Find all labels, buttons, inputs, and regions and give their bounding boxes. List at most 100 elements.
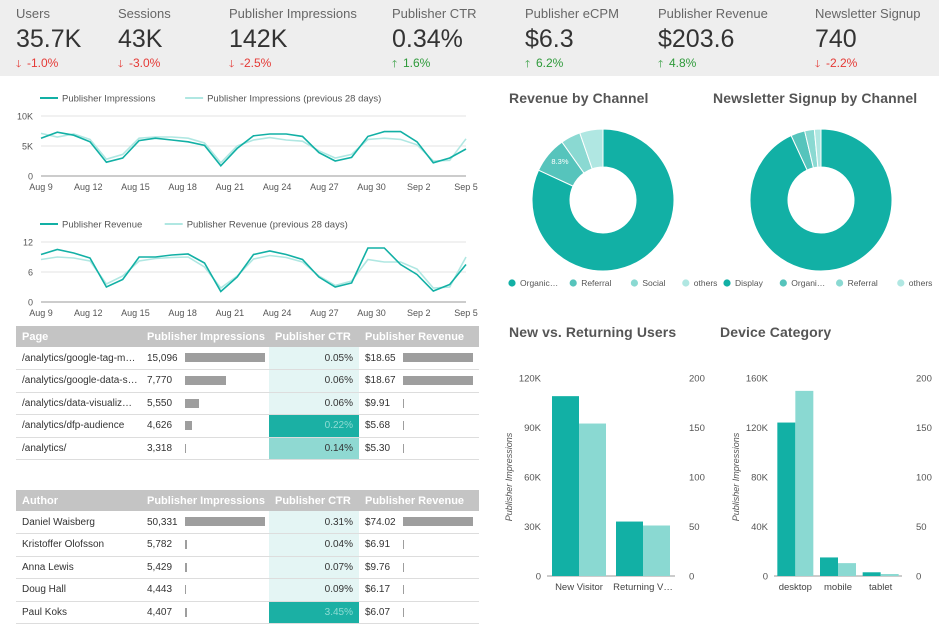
row-name[interactable]: /analytics/dfp-audience — [16, 414, 141, 438]
column-header-page[interactable]: Page — [16, 326, 141, 347]
pie-slice[interactable] — [531, 128, 675, 272]
legend-item[interactable]: Publisher Impressions (previous 28 days) — [185, 94, 381, 105]
legend-label: Publisher Impressions — [62, 94, 156, 105]
legend-item[interactable]: Organi… — [779, 278, 826, 288]
kpi-delta-text: 6.2% — [536, 56, 564, 70]
row-name[interactable]: Daniel Waisberg — [16, 511, 141, 534]
kpi-publisher-ctr[interactable]: Publisher CTR 0.34% 🡑 1.6% — [392, 6, 522, 74]
kpi-publisher-revenue[interactable]: Publisher Revenue $203.6 🡑 4.8% — [658, 6, 808, 74]
authors-table: Author Publisher Impressions▼ Publisher … — [16, 490, 479, 624]
bar-secondary[interactable] — [838, 563, 856, 576]
table-row[interactable]: /analytics/google-data-s… 7,770 0.06% $18.6… — [16, 369, 479, 393]
bar-primary[interactable] — [862, 572, 881, 576]
column-header-revenue[interactable]: Publisher Revenue — [359, 326, 479, 347]
pages-table: Page Publisher Impressions▼ Publisher CT… — [16, 326, 479, 460]
legend-item[interactable]: others — [897, 278, 932, 288]
series-line-1[interactable] — [40, 132, 467, 164]
legend-item[interactable]: Publisher Impressions — [40, 94, 156, 105]
table-row[interactable]: /analytics/3,318 0.14% $5.30 — [16, 437, 479, 460]
table-row[interactable]: Daniel Waisberg 50,331 0.31% $74.02 — [16, 511, 479, 534]
column-header-impressions[interactable]: Publisher Impressions▼ — [141, 490, 269, 511]
row-name[interactable]: Doug Hall — [16, 578, 141, 602]
impressions-bar — [185, 517, 265, 527]
column-header-author[interactable]: Author — [16, 490, 141, 511]
row-name[interactable]: /analytics/google-tag-m… — [16, 347, 141, 370]
bar-secondary[interactable] — [880, 574, 899, 576]
row-name[interactable]: /analytics/data-visualiz… — [16, 392, 141, 415]
row-name[interactable]: /analytics/google-data-s… — [16, 369, 141, 393]
pie-slice[interactable] — [749, 128, 893, 272]
bar-primary[interactable] — [552, 396, 579, 576]
y-right-tick-label: 100 — [689, 473, 705, 484]
legend-item[interactable]: Publisher Revenue (previous 28 days) — [164, 220, 348, 231]
kpi-sessions[interactable]: Sessions 43K 🡓 -3.0% — [118, 6, 248, 74]
legend-label: Publisher Impressions (previous 28 days) — [207, 94, 381, 105]
pie-slice[interactable] — [579, 128, 604, 170]
table-row[interactable]: /analytics/data-visualiz… 5,550 0.06% $9.91 — [16, 392, 479, 415]
y-right-tick-label: 50 — [916, 522, 927, 533]
bar-secondary[interactable] — [795, 390, 814, 576]
legend-label: Organic… — [520, 278, 558, 288]
kpi-value: $203.6 — [658, 25, 735, 53]
table-row[interactable]: Anna Lewis 5,429 0.07% $9.76 — [16, 556, 479, 579]
x-tick-label: Aug 18 — [168, 308, 197, 318]
bar-primary[interactable] — [616, 521, 643, 576]
series-line-0[interactable] — [40, 130, 467, 168]
revenue-cell: $5.30 — [359, 437, 479, 460]
arrow-down-icon: 🡓 — [16, 59, 22, 70]
legend-item[interactable]: Display — [723, 278, 764, 288]
kpi-publisher-ecpm[interactable]: Publisher eCPM $6.3 🡑 6.2% — [525, 6, 655, 74]
y-left-tick-label: 0 — [536, 572, 541, 583]
impressions-bar — [185, 376, 227, 386]
bar-primary[interactable] — [777, 422, 796, 576]
revenue-by-channel-donut[interactable]: 81.9% 8.3% Organic… Referral Social others — [500, 112, 717, 297]
column-header-ctr[interactable]: Publisher CTR — [269, 490, 359, 511]
legend-item[interactable]: Referral — [569, 278, 612, 288]
column-header-revenue[interactable]: Publisher Revenue — [359, 490, 479, 511]
bar-primary[interactable] — [820, 557, 838, 576]
legend-item[interactable]: Organic… — [508, 278, 558, 288]
newsletter-signup-by-channel-donut[interactable]: 93.1% Display Organi… Referral others — [715, 112, 935, 303]
slice-label: 93.1% — [847, 294, 869, 303]
column-header-impressions[interactable]: Publisher Impressions▼ — [141, 326, 269, 347]
row-name[interactable]: Paul Koks — [16, 601, 141, 624]
row-name[interactable]: Kristoffer Olofsson — [16, 533, 141, 557]
kpi-users[interactable]: Users 35.7K 🡓 -1.0% — [16, 6, 146, 74]
series-line-1[interactable] — [40, 254, 467, 290]
bar-secondary[interactable] — [643, 525, 670, 576]
bar-secondary[interactable] — [579, 423, 606, 576]
revenue-value: $9.76 — [365, 561, 391, 573]
column-header-ctr[interactable]: Publisher CTR — [269, 326, 359, 347]
x-tick-label: Aug 12 — [74, 308, 103, 318]
pie-slice[interactable] — [813, 128, 822, 168]
kpi-publisher-impressions[interactable]: Publisher Impressions 142K 🡓 -2.5% — [229, 6, 389, 74]
impressions-bar — [185, 353, 265, 363]
revenue-by-channel-title: Revenue by Channel — [509, 90, 649, 106]
revenue-trend-chart[interactable]: Publisher Revenue Publisher Revenue (prev… — [0, 212, 480, 324]
table-row[interactable]: /analytics/dfp-audience 4,626 0.22% $5.68 — [16, 414, 479, 438]
row-name[interactable]: /analytics/ — [16, 437, 141, 460]
kpi-delta-text: 4.8% — [669, 56, 697, 70]
legend-item[interactable]: Social — [630, 278, 666, 288]
legend-label: others — [694, 278, 718, 288]
impressions-trend-chart[interactable]: Publisher Impressions Publisher Impressio… — [0, 86, 480, 198]
table-row[interactable]: Paul Koks 4,407 3.45% $6.07 — [16, 601, 479, 624]
row-name[interactable]: Anna Lewis — [16, 556, 141, 579]
table-row[interactable]: Doug Hall 4,443 0.09% $6.17 — [16, 578, 479, 602]
device-category-bar-chart[interactable]: 160K 200 120K 150 80K 100 40K 50 0 0 Publisher Imp… — [722, 362, 937, 602]
kpi-delta-text: -3.0% — [129, 56, 161, 70]
new-vs-returning-bar-chart[interactable]: 120K 200 90K 150 60K 100 30K 50 0 0 Publisher Impr… — [495, 362, 710, 602]
series-line-0[interactable] — [40, 247, 467, 293]
revenue-cell: $6.07 — [359, 601, 479, 624]
table-row[interactable]: Kristoffer Olofsson 5,782 0.04% $6.91 — [16, 533, 479, 557]
x-tick-label: Aug 27 — [310, 182, 339, 192]
legend-item[interactable]: Publisher Revenue — [40, 220, 142, 231]
legend-item[interactable]: others — [682, 278, 717, 288]
revenue-cell: $18.65 — [359, 347, 479, 370]
kpi-newsletter-signup[interactable]: Newsletter Signup 740 🡓 -2.2% — [815, 6, 935, 74]
legend-item[interactable]: Referral — [836, 278, 878, 288]
table-row[interactable]: /analytics/google-tag-m… 15,096 0.05% $18.6… — [16, 347, 479, 370]
x-tick-label: mobile — [824, 582, 852, 593]
header-label: Publisher Revenue — [365, 330, 465, 343]
kpi-delta: 🡑 4.8% — [658, 56, 808, 74]
